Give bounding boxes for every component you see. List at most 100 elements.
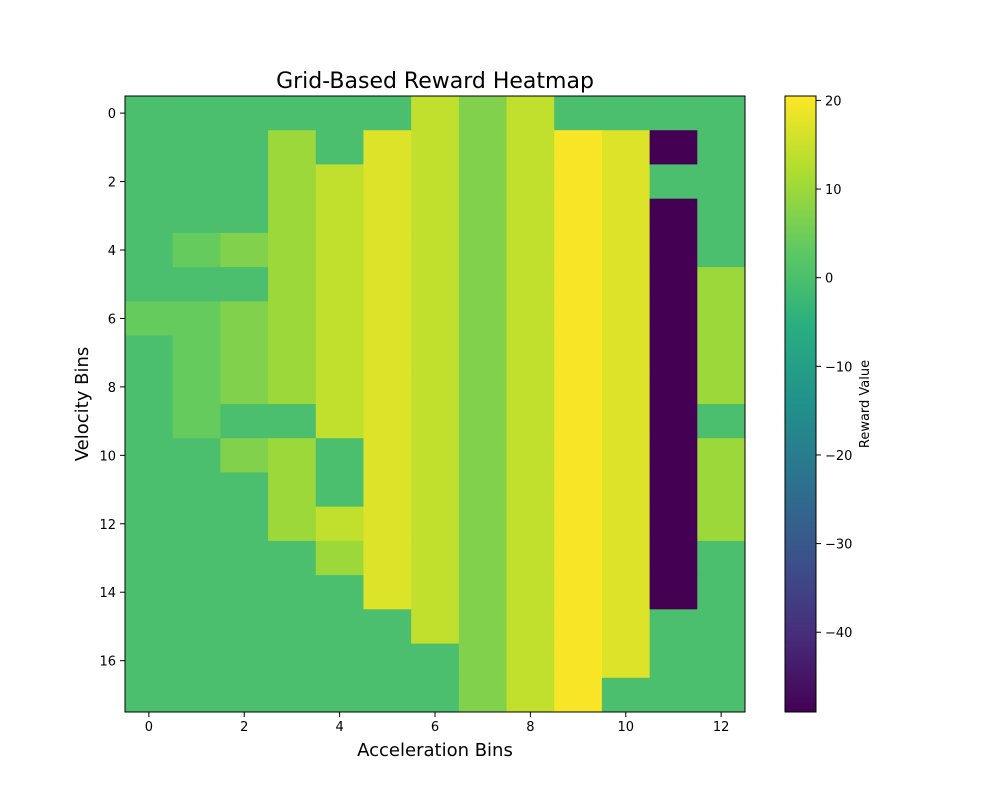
heatmap-cell (649, 575, 698, 610)
heatmap-cell (601, 267, 651, 302)
x-tick-label: 2 (240, 720, 248, 735)
heatmap-cell (268, 96, 317, 131)
heatmap-cell (411, 198, 460, 234)
heatmap-cell (172, 575, 221, 610)
y-tick-label: 14 (99, 586, 116, 601)
heatmap-cell (506, 609, 555, 645)
heatmap-cell (506, 130, 555, 165)
heatmap-cell (363, 643, 412, 679)
heatmap-cells (125, 96, 746, 713)
heatmap-cell (268, 335, 317, 371)
x-axis-label: Acceleration Bins (357, 740, 513, 761)
heatmap-cell (268, 472, 317, 508)
heatmap-cell (411, 609, 460, 645)
heatmap-cell (554, 438, 603, 473)
colorbar (784, 95, 817, 713)
heatmap-cell (220, 96, 269, 131)
heatmap-cell (363, 369, 412, 405)
heatmap-cell (458, 267, 508, 302)
heatmap-cell (125, 301, 174, 337)
heatmap-cell (649, 301, 698, 337)
heatmap-cell (268, 164, 317, 200)
heatmap-cell (315, 438, 364, 473)
colorbar-tick-label: −30 (825, 538, 852, 553)
heatmap-cell (363, 335, 412, 371)
heatmap-cell (315, 267, 364, 302)
heatmap-cell (506, 267, 555, 302)
heatmap-cell (697, 267, 746, 302)
colorbar-ticks: 20 10 0 −10 −20 −30 −40 (816, 94, 852, 641)
heatmap-cell (125, 335, 174, 371)
heatmap-cell (506, 164, 555, 200)
heatmap-cell (220, 472, 269, 508)
heatmap-cell (697, 575, 746, 610)
heatmap-cell (649, 404, 698, 439)
heatmap-cell (554, 96, 603, 131)
heatmap-cell (601, 677, 651, 713)
heatmap-cell (601, 609, 651, 645)
heatmap-cell (601, 301, 651, 337)
y-axis-label: Velocity Bins (72, 347, 93, 461)
heatmap-cell (315, 335, 364, 371)
heatmap-cell (458, 677, 508, 713)
heatmap-cell (315, 540, 364, 576)
heatmap-cell (458, 404, 508, 439)
heatmap-cell (697, 438, 746, 473)
heatmap-cell (125, 643, 174, 679)
heatmap-cell (458, 643, 508, 679)
y-tick-label: 8 (108, 381, 116, 396)
heatmap-cell (363, 540, 412, 576)
heatmap-cell (220, 506, 269, 542)
heatmap-cell (554, 540, 603, 576)
heatmap-cell (172, 369, 221, 405)
heatmap-cell (268, 369, 317, 405)
colorbar-tick-label: −10 (825, 360, 852, 375)
heatmap-cell (554, 369, 603, 405)
heatmap-cell (649, 369, 698, 405)
heatmap-cell (411, 472, 460, 508)
heatmap-cell (601, 369, 651, 405)
heatmap-cell (554, 404, 603, 439)
heatmap-cell (172, 540, 221, 576)
heatmap-cell (649, 643, 698, 679)
heatmap-cell (220, 130, 269, 165)
heatmap-cell (125, 472, 174, 508)
heatmap-cell (697, 301, 746, 337)
heatmap-cell (125, 369, 174, 405)
heatmap-cell (411, 575, 460, 610)
heatmap-cell (363, 609, 412, 645)
heatmap-cell (506, 369, 555, 405)
y-tick-label: 2 (108, 176, 116, 191)
heatmap-cell (220, 267, 269, 302)
heatmap-cell (125, 438, 174, 473)
heatmap-cell (506, 96, 555, 131)
heatmap-cell (601, 575, 651, 610)
heatmap-cell (458, 96, 508, 131)
heatmap-cell (363, 438, 412, 473)
heatmap-cell (506, 643, 555, 679)
heatmap-cell (411, 404, 460, 439)
heatmap-cell (411, 130, 460, 165)
heatmap-cell (268, 540, 317, 576)
heatmap-cell (268, 643, 317, 679)
heatmap-cell (363, 575, 412, 610)
heatmap-cell (220, 404, 269, 439)
heatmap-cell (458, 472, 508, 508)
heatmap-cell (458, 369, 508, 405)
heatmap-cell (601, 643, 651, 679)
heatmap-cell (363, 130, 412, 165)
heatmap-cell (172, 438, 221, 473)
heatmap-cell (363, 198, 412, 234)
colorbar-tick-label: 10 (825, 183, 842, 198)
heatmap-cell (506, 335, 555, 371)
heatmap-cell (458, 506, 508, 542)
heatmap-cell (411, 267, 460, 302)
heatmap-cell (697, 677, 746, 713)
heatmap-cell (554, 130, 603, 165)
heatmap-cell (506, 404, 555, 439)
heatmap-cell (506, 540, 555, 576)
heatmap-cell (554, 575, 603, 610)
y-tick-label: 12 (99, 518, 116, 533)
heatmap-cell (601, 506, 651, 542)
heatmap-cell (315, 506, 364, 542)
